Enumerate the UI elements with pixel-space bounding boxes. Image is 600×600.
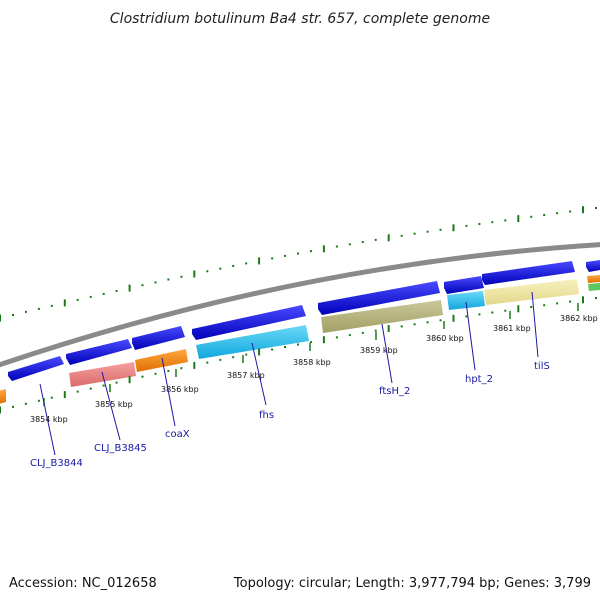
scale-ticks: 3854 kbp 3855 kbp 3856 kbp 3857 kbp 3858… xyxy=(30,303,598,424)
gene-labels: CLJ_B3844 CLJ_B3845 coaX fhs ftsH_2 hpt_… xyxy=(30,291,550,469)
feature-cyan xyxy=(196,325,309,359)
forward-strand-track xyxy=(8,260,600,381)
scale-tick-label: 3854 kbp xyxy=(30,415,68,424)
scale-tick-label: 3862 kbp xyxy=(560,314,598,323)
gene-leader-line xyxy=(39,383,56,456)
cds-forward xyxy=(482,261,575,285)
genome-summary: Topology: circular; Length: 3,977,794 bp… xyxy=(233,576,591,591)
feature-pale-yellow xyxy=(484,279,579,305)
scale-tick-label: 3861 kbp xyxy=(493,324,531,333)
scale-tick-label: 3860 kbp xyxy=(426,334,464,343)
cds-forward xyxy=(192,305,306,340)
gene-label: CLJ_B3845 xyxy=(94,443,147,454)
gene-label: fhs xyxy=(259,410,274,421)
cds-forward xyxy=(132,326,185,350)
accession-label: Accession: NC_012658 xyxy=(9,576,157,591)
gc-skew-track xyxy=(0,206,597,322)
gc-content-track xyxy=(0,296,597,414)
feature-cyan xyxy=(447,291,485,310)
feature-orange xyxy=(0,389,6,404)
map-title: Clostridium botulinum Ba4 str. 657, comp… xyxy=(110,11,490,27)
feature-orange xyxy=(587,275,600,283)
cds-forward xyxy=(318,281,440,315)
gene-leader-line xyxy=(251,342,267,406)
gene-label: CLJ_B3844 xyxy=(30,458,83,469)
scale-tick-label: 3855 kbp xyxy=(95,400,133,409)
cds-forward xyxy=(586,260,600,272)
cds-forward xyxy=(8,356,64,381)
cds-forward xyxy=(66,339,132,365)
genome-backbone xyxy=(0,242,600,368)
cds-forward xyxy=(444,276,484,294)
gene-label: hpt_2 xyxy=(465,374,493,385)
feature-green xyxy=(588,283,600,291)
gene-leader-line xyxy=(381,323,393,384)
scale-tick-label: 3858 kbp xyxy=(293,358,331,367)
gene-leader-line xyxy=(161,357,176,427)
gene-label: coaX xyxy=(165,429,190,440)
gene-leader-line xyxy=(465,301,476,371)
scale-tick-label: 3856 kbp xyxy=(161,385,199,394)
gene-leader-line xyxy=(101,371,121,441)
gene-leader-line xyxy=(531,291,539,358)
gene-label: tilS xyxy=(534,361,550,372)
scale-tick-label: 3857 kbp xyxy=(227,371,265,380)
feature-track xyxy=(0,275,600,404)
scale-tick-label: 3859 kbp xyxy=(360,346,398,355)
gene-label: ftsH_2 xyxy=(379,386,410,397)
feature-orange xyxy=(135,349,188,372)
feature-olive xyxy=(321,300,443,333)
